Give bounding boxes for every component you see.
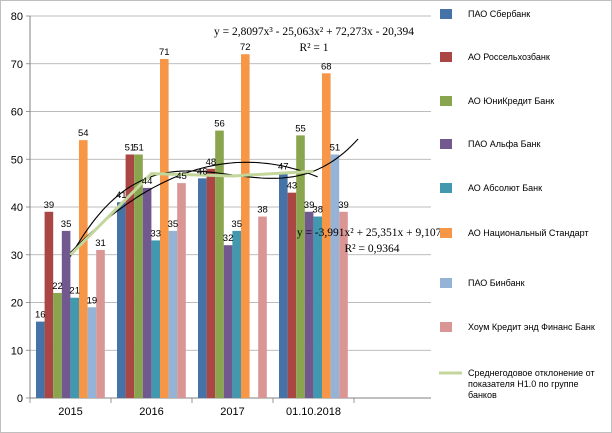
data-label: 38 (312, 205, 323, 216)
data-label: 72 (240, 42, 251, 53)
legend-swatch-5 (440, 228, 452, 238)
legend-entry: АО Россельхозбанк (468, 52, 550, 62)
data-label: 47 (278, 162, 289, 173)
data-label: 35 (61, 219, 72, 230)
bar-4-1 (151, 240, 160, 398)
trendline-r2: R² = 0,9364 (345, 243, 400, 255)
trendline-r2: R² = 1 (299, 42, 328, 54)
bar-4-0 (70, 297, 79, 398)
bar-1-0 (44, 211, 54, 398)
data-label: 19 (87, 295, 98, 306)
bar-3-2 (223, 245, 233, 398)
bar-7-0 (96, 249, 105, 398)
data-label: 51 (330, 142, 341, 153)
average-line (69, 169, 314, 256)
legend-swatch-3 (440, 139, 452, 149)
bar-2-3 (296, 135, 305, 398)
legend-entry: ПАО Сбербанк (468, 9, 530, 19)
y-tick-label: 20 (11, 298, 23, 310)
data-label: 16 (35, 310, 46, 321)
bar-3-0 (61, 230, 71, 398)
data-label: 43 (287, 181, 298, 192)
data-label: 51 (125, 142, 136, 153)
legend-swatch-2 (440, 96, 452, 106)
data-label: 56 (214, 119, 225, 130)
legend-entry: АО ЮниКредит Банк (468, 96, 554, 106)
data-label: 21 (69, 286, 80, 297)
bar-4-2 (232, 230, 241, 398)
data-label: 44 (142, 176, 153, 187)
bar-6-3 (330, 154, 340, 398)
legend-swatch-0 (440, 9, 452, 19)
trendline-equation: y = -3,991x² + 25,351x + 9,1075 (297, 227, 448, 239)
x-tick-label: 01.10.2018 (286, 406, 341, 418)
legend-swatch-4 (440, 183, 452, 193)
legend-entry: Среднегодовое отклонение от показателя Н1… (468, 368, 595, 400)
bar-0-2 (198, 178, 207, 398)
data-label: 51 (133, 142, 144, 153)
x-tick-label: 2015 (58, 406, 82, 418)
bar-6-1 (168, 230, 178, 398)
bar-7-3 (339, 211, 348, 398)
trendline-equation: y = 2,8097x³ - 25,063x² + 72,273x - 20,3… (214, 26, 414, 38)
data-label: 71 (159, 47, 170, 58)
legend-swatch-1 (440, 52, 452, 62)
bar-5-3 (322, 73, 331, 399)
data-label: 35 (168, 219, 179, 230)
legend-entry: АО Абсолют Банк (468, 183, 542, 193)
y-tick-label: 50 (11, 154, 23, 166)
bar-3-3 (304, 211, 314, 398)
bar-6-0 (87, 307, 97, 398)
bar-1-1 (125, 154, 135, 398)
bar-5-2 (241, 54, 250, 398)
y-tick-label: 10 (11, 345, 23, 357)
data-label: 38 (257, 205, 268, 216)
y-tick-label: 80 (11, 11, 23, 23)
y-tick-label: 70 (11, 59, 23, 71)
data-label: 54 (78, 128, 89, 139)
bar-2-2 (215, 130, 224, 398)
data-label: 32 (223, 233, 234, 244)
bar-3-1 (142, 187, 152, 398)
legend-entry: Хоум Кредит энд Финанс Банк (468, 322, 595, 332)
data-label: 39 (304, 200, 315, 211)
bar-2-0 (53, 292, 62, 398)
data-label: 35 (231, 219, 242, 230)
bar-2-1 (134, 154, 143, 398)
data-label: 46 (197, 166, 208, 177)
data-label: 31 (95, 238, 106, 249)
data-label: 55 (295, 123, 306, 134)
data-label: 39 (44, 200, 55, 211)
bar-4-3 (313, 216, 322, 398)
bar-7-1 (177, 183, 186, 398)
bar-5-1 (160, 58, 169, 398)
y-tick-label: 60 (11, 107, 23, 119)
data-label: 48 (206, 157, 217, 168)
bar-1-2 (206, 168, 216, 398)
bar-0-0 (36, 321, 45, 398)
bar-0-3 (279, 173, 288, 398)
bar-0-1 (117, 202, 126, 398)
y-tick-label: 30 (11, 250, 23, 262)
data-label: 39 (338, 200, 349, 211)
data-label: 68 (321, 61, 332, 72)
legend-entry: ПАО Альфа Банк (468, 139, 541, 149)
legend-swatch-7 (440, 322, 452, 332)
bar-7-2 (258, 216, 267, 398)
x-tick-label: 2016 (139, 406, 163, 418)
legend-swatch-6 (440, 278, 452, 288)
data-label: 45 (176, 171, 187, 182)
legend-entry: АО Национальный Стандарт (468, 228, 589, 238)
data-label: 22 (52, 281, 63, 292)
data-label: 41 (116, 190, 127, 201)
y-tick-label: 0 (17, 393, 23, 405)
legend-entry: ПАО Бинбанк (468, 278, 525, 288)
x-tick-label: 2017 (220, 406, 244, 418)
y-tick-label: 40 (11, 202, 23, 214)
bar-1-3 (287, 192, 297, 398)
bar-5-0 (79, 140, 88, 398)
data-label: 33 (150, 228, 161, 239)
